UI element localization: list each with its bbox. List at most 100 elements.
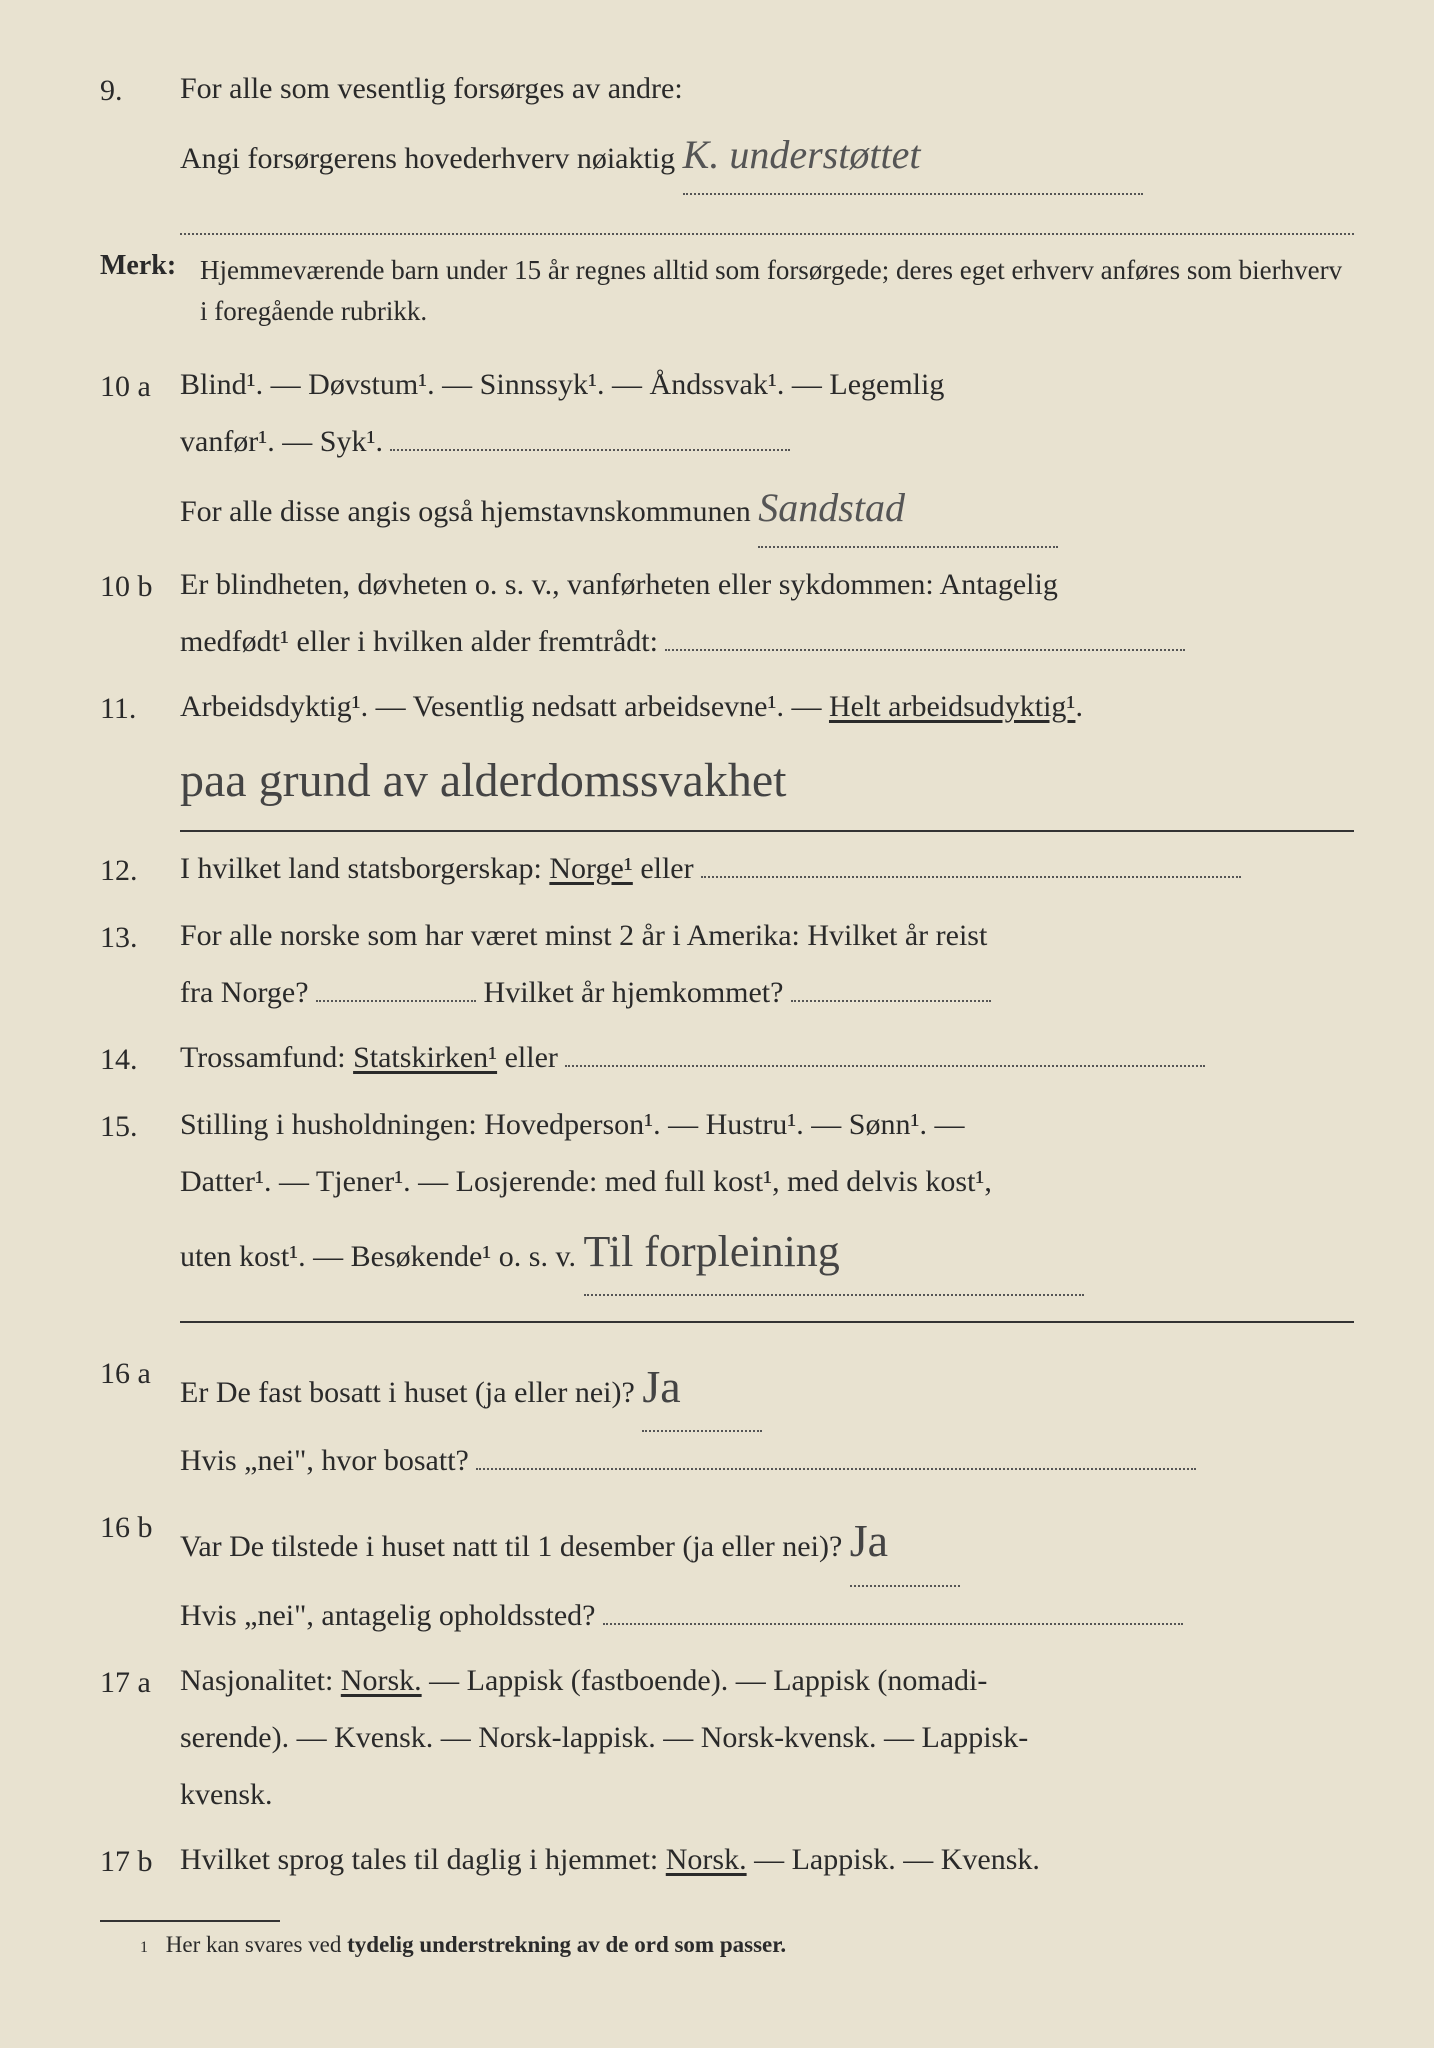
q13-content: For alle norske som har været minst 2 år… xyxy=(180,907,1354,1021)
q12-text-a: I hvilket land statsborgerskap: xyxy=(180,852,549,885)
q14-text-c: eller xyxy=(497,1041,558,1074)
q10b-line2-text: medfødt¹ eller i hvilken alder fremtrådt… xyxy=(180,625,658,658)
q10a-line2-text: vanfør¹. — Syk¹. xyxy=(180,425,383,458)
q10a-line2-fill xyxy=(390,449,790,451)
merk-text: Hjemmeværende barn under 15 år regnes al… xyxy=(200,250,1354,331)
question-9: 9. For alle som vesentlig forsørges av a… xyxy=(100,60,1354,235)
footnote-rule xyxy=(100,1920,280,1922)
q16b-line2: Hvis „nei", antagelig opholdssted? xyxy=(180,1587,1354,1644)
census-form-page: 9. For alle som vesentlig forsørges av a… xyxy=(0,0,1434,2048)
q15-handwriting: Til forpleining xyxy=(584,1210,840,1294)
q10a-line3-fill: Sandstad xyxy=(758,470,1058,548)
question-17a: 17 a Nasjonalitet: Norsk. — Lappisk (fas… xyxy=(100,1652,1354,1823)
question-15: 15. Stilling i husholdningen: Hovedperso… xyxy=(100,1096,1354,1296)
q13-line2-b: Hvilket år hjemkommet? xyxy=(484,976,784,1009)
q17b-text-c: — Lappisk. — Kvensk. xyxy=(747,1843,1040,1876)
q11-underlined: Helt arbeidsudyktig¹ xyxy=(829,690,1075,723)
question-11: 11. Arbeidsdyktig¹. — Vesentlig nedsatt … xyxy=(100,678,1354,832)
q10b-content: Er blindheten, døvheten o. s. v., vanfør… xyxy=(180,556,1354,670)
q17a-content: Nasjonalitet: Norsk. — Lappisk (fastboen… xyxy=(180,1652,1354,1823)
merk-note: Merk: Hjemmeværende barn under 15 år reg… xyxy=(100,250,1354,331)
q16b-line1: Var De tilstede i huset natt til 1 desem… xyxy=(180,1497,1354,1586)
q16b-line2-text: Hvis „nei", antagelig opholdssted? xyxy=(180,1599,596,1632)
question-10b: 10 b Er blindheten, døvheten o. s. v., v… xyxy=(100,556,1354,670)
q10b-line2: medfødt¹ eller i hvilken alder fremtrådt… xyxy=(180,613,1354,670)
q10a-handwriting: Sandstad xyxy=(758,485,905,530)
q16a-handwriting: Ja xyxy=(642,1343,680,1430)
q10a-line2: vanfør¹. — Syk¹. xyxy=(180,413,1354,470)
q13-number: 13. xyxy=(100,907,180,966)
q16b-handwriting: Ja xyxy=(850,1497,888,1584)
q15-line3: uten kost¹. — Besøkende¹ o. s. v. Til fo… xyxy=(180,1210,1354,1296)
q11-hand-line: paa grund av alderdomssvakhet xyxy=(180,735,1354,832)
q9-handwriting: K. understøttet xyxy=(683,132,921,177)
q17b-number: 17 b xyxy=(100,1831,180,1890)
footnote: 1 Her kan svares ved tydelig understrekn… xyxy=(100,1932,1354,1958)
q17a-line3: kvensk. xyxy=(180,1766,1354,1823)
q17b-content: Hvilket sprog tales til daglig i hjemmet… xyxy=(180,1831,1354,1888)
q17a-line1: Nasjonalitet: Norsk. — Lappisk (fastboen… xyxy=(180,1652,1354,1709)
q9-line2: Angi forsørgerens hovederhverv nøiaktig … xyxy=(180,117,1354,195)
q15-number: 15. xyxy=(100,1096,180,1155)
q16a-line2-fill xyxy=(476,1468,1196,1470)
question-12: 12. I hvilket land statsborgerskap: Norg… xyxy=(100,840,1354,899)
q16b-label: Var De tilstede i huset natt til 1 desem… xyxy=(180,1530,842,1563)
q17b-underlined: Norsk. xyxy=(666,1843,747,1876)
q12-fill xyxy=(701,876,1241,878)
q11-number: 11. xyxy=(100,678,180,737)
q17a-number: 17 a xyxy=(100,1652,180,1711)
q9-content: For alle som vesentlig forsørges av andr… xyxy=(180,60,1354,235)
question-16b: 16 b Var De tilstede i huset natt til 1 … xyxy=(100,1497,1354,1643)
q11-handwriting: paa grund av alderdomssvakhet xyxy=(180,735,786,826)
q14-fill xyxy=(565,1065,1205,1067)
q13-line2-a: fra Norge? xyxy=(180,976,309,1009)
q9-fill: K. understøttet xyxy=(683,117,1143,195)
footnote-text-a: Her kan svares ved xyxy=(166,1932,347,1957)
q13-line2: fra Norge? Hvilket år hjemkommet? xyxy=(180,964,1354,1021)
q15-line1: Stilling i husholdningen: Hovedperson¹. … xyxy=(180,1096,1354,1153)
question-16a: 16 a Er De fast bosatt i huset (ja eller… xyxy=(100,1343,1354,1489)
question-17b: 17 b Hvilket sprog tales til daglig i hj… xyxy=(100,1831,1354,1890)
q11-text-c: . xyxy=(1075,690,1083,723)
q10b-number: 10 b xyxy=(100,556,180,615)
q9-line1: For alle som vesentlig forsørges av andr… xyxy=(180,60,1354,117)
q11-text-a: Arbeidsdyktig¹. — Vesentlig nedsatt arbe… xyxy=(180,690,829,723)
q10a-line1: Blind¹. — Døvstum¹. — Sinnssyk¹. — Åndss… xyxy=(180,356,1354,413)
q15-content: Stilling i husholdningen: Hovedperson¹. … xyxy=(180,1096,1354,1296)
q16a-content: Er De fast bosatt i huset (ja eller nei)… xyxy=(180,1343,1354,1489)
q16a-label: Er De fast bosatt i huset (ja eller nei)… xyxy=(180,1376,635,1409)
q16a-fill: Ja xyxy=(642,1343,762,1432)
q10a-line3-label: For alle disse angis også hjemstavnskomm… xyxy=(180,495,751,528)
q10a-number: 10 a xyxy=(100,356,180,415)
q17a-line2: serende). — Kvensk. — Norsk-lappisk. — N… xyxy=(180,1709,1354,1766)
q17b-text-a: Hvilket sprog tales til daglig i hjemmet… xyxy=(180,1843,666,1876)
merk-label: Merk: xyxy=(100,250,200,282)
q16b-number: 16 b xyxy=(100,1497,180,1556)
q13-fill-a xyxy=(316,1000,476,1002)
q15-line3-fill: Til forpleining xyxy=(584,1210,1084,1296)
q10b-fill xyxy=(665,649,1185,651)
q15-line2: Datter¹. — Tjener¹. — Losjerende: med fu… xyxy=(180,1153,1354,1210)
footnote-text-b: tydelig understrekning av de ord som pas… xyxy=(347,1932,786,1957)
q10a-line3: For alle disse angis også hjemstavnskomm… xyxy=(180,470,1354,548)
question-10a: 10 a Blind¹. — Døvstum¹. — Sinnssyk¹. — … xyxy=(100,356,1354,548)
q9-label: Angi forsørgerens hovederhverv nøiaktig xyxy=(180,142,675,175)
q14-number: 14. xyxy=(100,1029,180,1088)
q9-number: 9. xyxy=(100,60,180,119)
q15-line3-text: uten kost¹. — Besøkende¹ o. s. v. xyxy=(180,1240,576,1273)
footnote-number: 1 xyxy=(140,1939,148,1956)
q11-content: Arbeidsdyktig¹. — Vesentlig nedsatt arbe… xyxy=(180,678,1354,832)
q14-underlined: Statskirken¹ xyxy=(353,1041,497,1074)
q9-blank-line xyxy=(180,205,1354,235)
q16b-line2-fill xyxy=(603,1623,1183,1625)
q16b-fill: Ja xyxy=(850,1497,960,1586)
q16a-number: 16 a xyxy=(100,1343,180,1402)
divider-solid xyxy=(180,1321,1354,1323)
q16b-content: Var De tilstede i huset natt til 1 desem… xyxy=(180,1497,1354,1643)
q12-underlined: Norge¹ xyxy=(549,852,632,885)
q17a-text-a: Nasjonalitet: xyxy=(180,1664,341,1697)
q14-text-a: Trossamfund: xyxy=(180,1041,353,1074)
q12-text-c: eller xyxy=(633,852,694,885)
question-14: 14. Trossamfund: Statskirken¹ eller xyxy=(100,1029,1354,1088)
q14-content: Trossamfund: Statskirken¹ eller xyxy=(180,1029,1354,1086)
